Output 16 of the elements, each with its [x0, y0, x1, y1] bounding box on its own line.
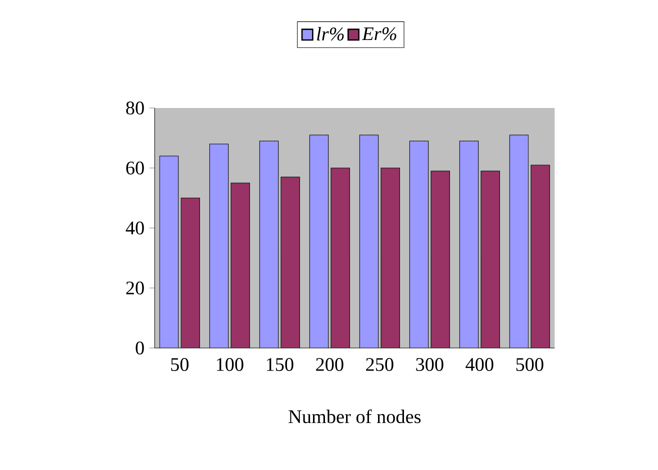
x-tick-label: 150 — [266, 358, 294, 371]
y-tick-label: 0 — [136, 342, 144, 354]
legend-label: Er% — [362, 27, 396, 40]
y-tick-label: 80 — [126, 102, 144, 114]
y-tick-label: 20 — [126, 282, 144, 294]
x-tick-label: 250 — [366, 358, 394, 371]
x-tick-label: 500 — [516, 358, 544, 371]
x-tick-label: 200 — [316, 358, 344, 371]
y-tick-label: 60 — [126, 162, 144, 174]
legend-label: lr% — [317, 27, 344, 41]
x-tick-label: 100 — [216, 358, 244, 371]
x-axis-title: Number of nodes — [288, 409, 421, 424]
x-tick-label: 400 — [466, 358, 494, 371]
x-tick-label: 300 — [416, 358, 444, 371]
y-tick-label: 40 — [126, 222, 144, 234]
x-tick-label: 50 — [171, 358, 189, 371]
